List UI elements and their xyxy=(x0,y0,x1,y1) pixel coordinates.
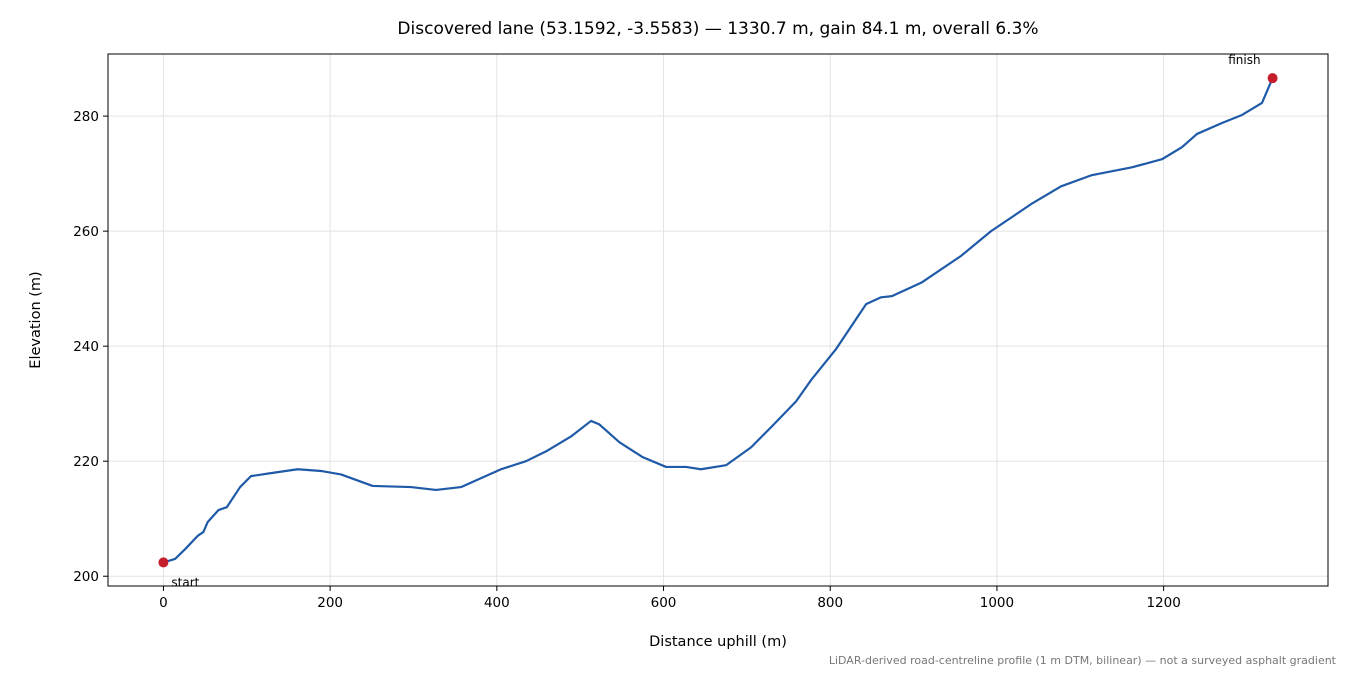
x-tick-label: 600 xyxy=(651,595,677,611)
plot-frame xyxy=(107,53,1329,587)
x-axis-label: Distance uphill (m) xyxy=(649,634,787,650)
y-axis-label: Elevation (m) xyxy=(28,271,44,368)
x-tick-label: 200 xyxy=(317,595,343,611)
endpoint-marker xyxy=(1267,73,1278,84)
x-tick-label: 0 xyxy=(159,595,168,611)
footnote: LiDAR-derived road-centreline profile (1… xyxy=(829,654,1337,667)
annotation: finish xyxy=(1228,53,1260,67)
annotation: start xyxy=(171,575,199,589)
y-tick-label: 220 xyxy=(73,454,99,470)
y-tick-label: 200 xyxy=(73,569,99,585)
x-tick-label: 1200 xyxy=(1146,595,1180,611)
x-tick-label: 800 xyxy=(817,595,843,611)
chart-title: Discovered lane (53.1592, -3.5583) — 133… xyxy=(397,19,1038,39)
endpoint-marker xyxy=(158,557,169,568)
line-series xyxy=(163,77,1274,564)
y-tick-label: 280 xyxy=(73,109,99,125)
y-tick-label: 240 xyxy=(73,339,99,355)
y-tick-label: 260 xyxy=(73,224,99,240)
x-tick-label: 1000 xyxy=(980,595,1014,611)
x-tick-label: 400 xyxy=(484,595,510,611)
